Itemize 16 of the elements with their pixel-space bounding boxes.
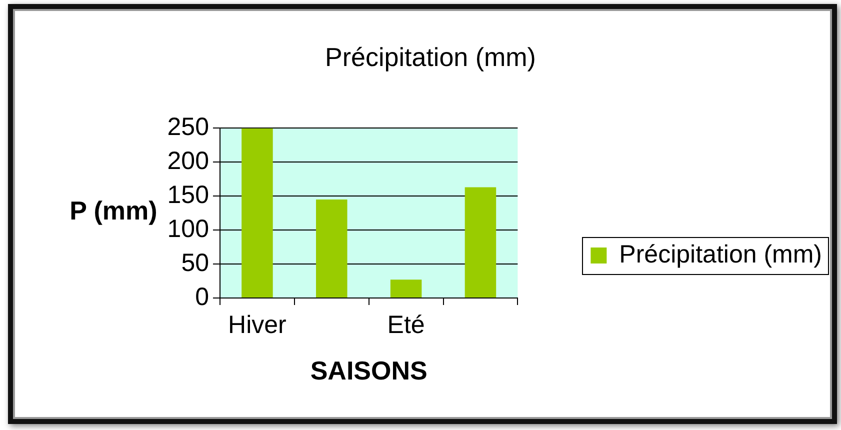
y-axis-title: P (mm) — [70, 195, 158, 226]
y-tick-label: 50 — [181, 248, 209, 277]
y-tick-label: 100 — [167, 214, 209, 243]
chart-title: Précipitation (mm) — [325, 42, 536, 72]
bar — [242, 128, 273, 298]
legend-label: Précipitation (mm) — [619, 240, 822, 268]
bar — [390, 280, 422, 298]
y-tick-label: 200 — [167, 147, 209, 176]
y-tick-label: 250 — [167, 113, 209, 142]
bar — [464, 187, 496, 298]
x-tick-label: Hiver — [228, 310, 286, 339]
x-tick-label: Eté — [387, 310, 425, 339]
x-axis-title: SAISONS — [310, 356, 428, 386]
y-tick-label: 0 — [195, 282, 209, 311]
y-tick-label: 150 — [167, 181, 209, 210]
bar — [316, 200, 348, 298]
